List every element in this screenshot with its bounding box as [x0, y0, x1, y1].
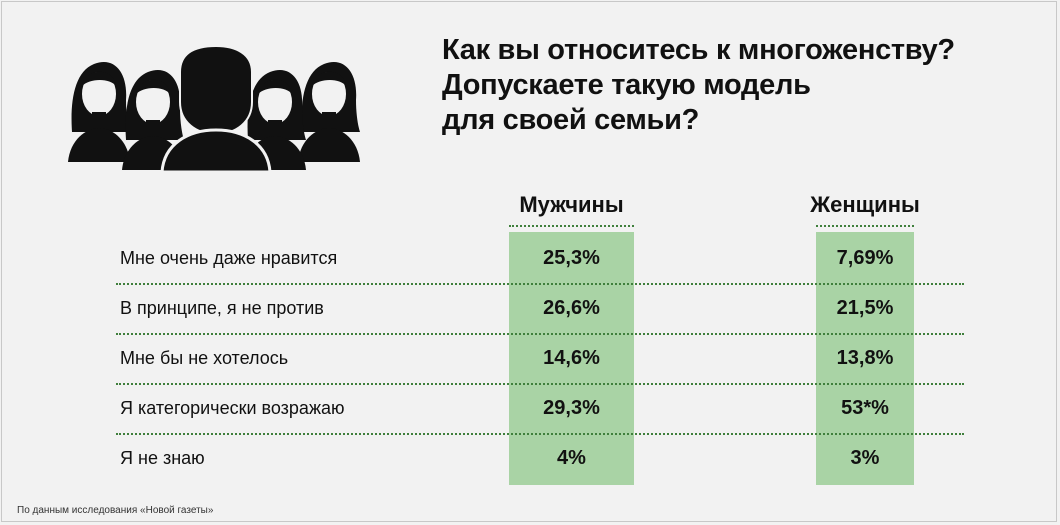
row-label: Мне бы не хотелось	[120, 348, 289, 368]
value-cell-women: 3%	[850, 447, 880, 469]
woman-icon	[298, 61, 360, 162]
row-label: Мне очень даже нравится	[120, 248, 338, 268]
value-cell-women: 13,8%	[836, 347, 894, 369]
men-column-highlight	[509, 232, 634, 485]
title-line: Как вы относитесь к многоженству?	[442, 34, 955, 66]
source-note: По данным исследования «Новой газеты»	[17, 505, 214, 516]
row-separator	[116, 283, 964, 285]
row-label: Я категорически возражаю	[120, 398, 345, 418]
chart-title: Как вы относитесь к многоженству? Допуск…	[442, 33, 1022, 138]
value-cell-men: 29,3%	[543, 397, 600, 419]
title-line: Допускаете такую модель	[442, 69, 811, 101]
column-header-women: Женщины	[810, 192, 920, 217]
value-cell-men: 4%	[557, 447, 586, 469]
value-cell-women: 7,69%	[836, 247, 894, 269]
value-cell-men: 14,6%	[543, 347, 600, 369]
value-cell-women: 21,5%	[836, 297, 894, 319]
column-header-men: Мужчины	[519, 192, 624, 217]
row-separator	[116, 383, 964, 385]
row-label: Я не знаю	[120, 448, 205, 468]
header-divider	[509, 225, 634, 227]
row-separator	[116, 333, 964, 335]
value-cell-men: 25,3%	[543, 247, 600, 269]
women-column-highlight	[816, 232, 914, 485]
row-separator	[116, 433, 964, 435]
woman-icon	[122, 69, 184, 170]
man-icon	[160, 44, 272, 172]
value-cell-men: 26,6%	[543, 297, 600, 319]
row-label: В принципе, я не против	[120, 298, 324, 318]
value-cell-women: 53*%	[841, 397, 889, 419]
title-line: для своей семьи?	[442, 104, 700, 136]
people-group-icon	[68, 44, 360, 172]
header-divider	[816, 225, 914, 227]
woman-icon	[68, 61, 130, 162]
